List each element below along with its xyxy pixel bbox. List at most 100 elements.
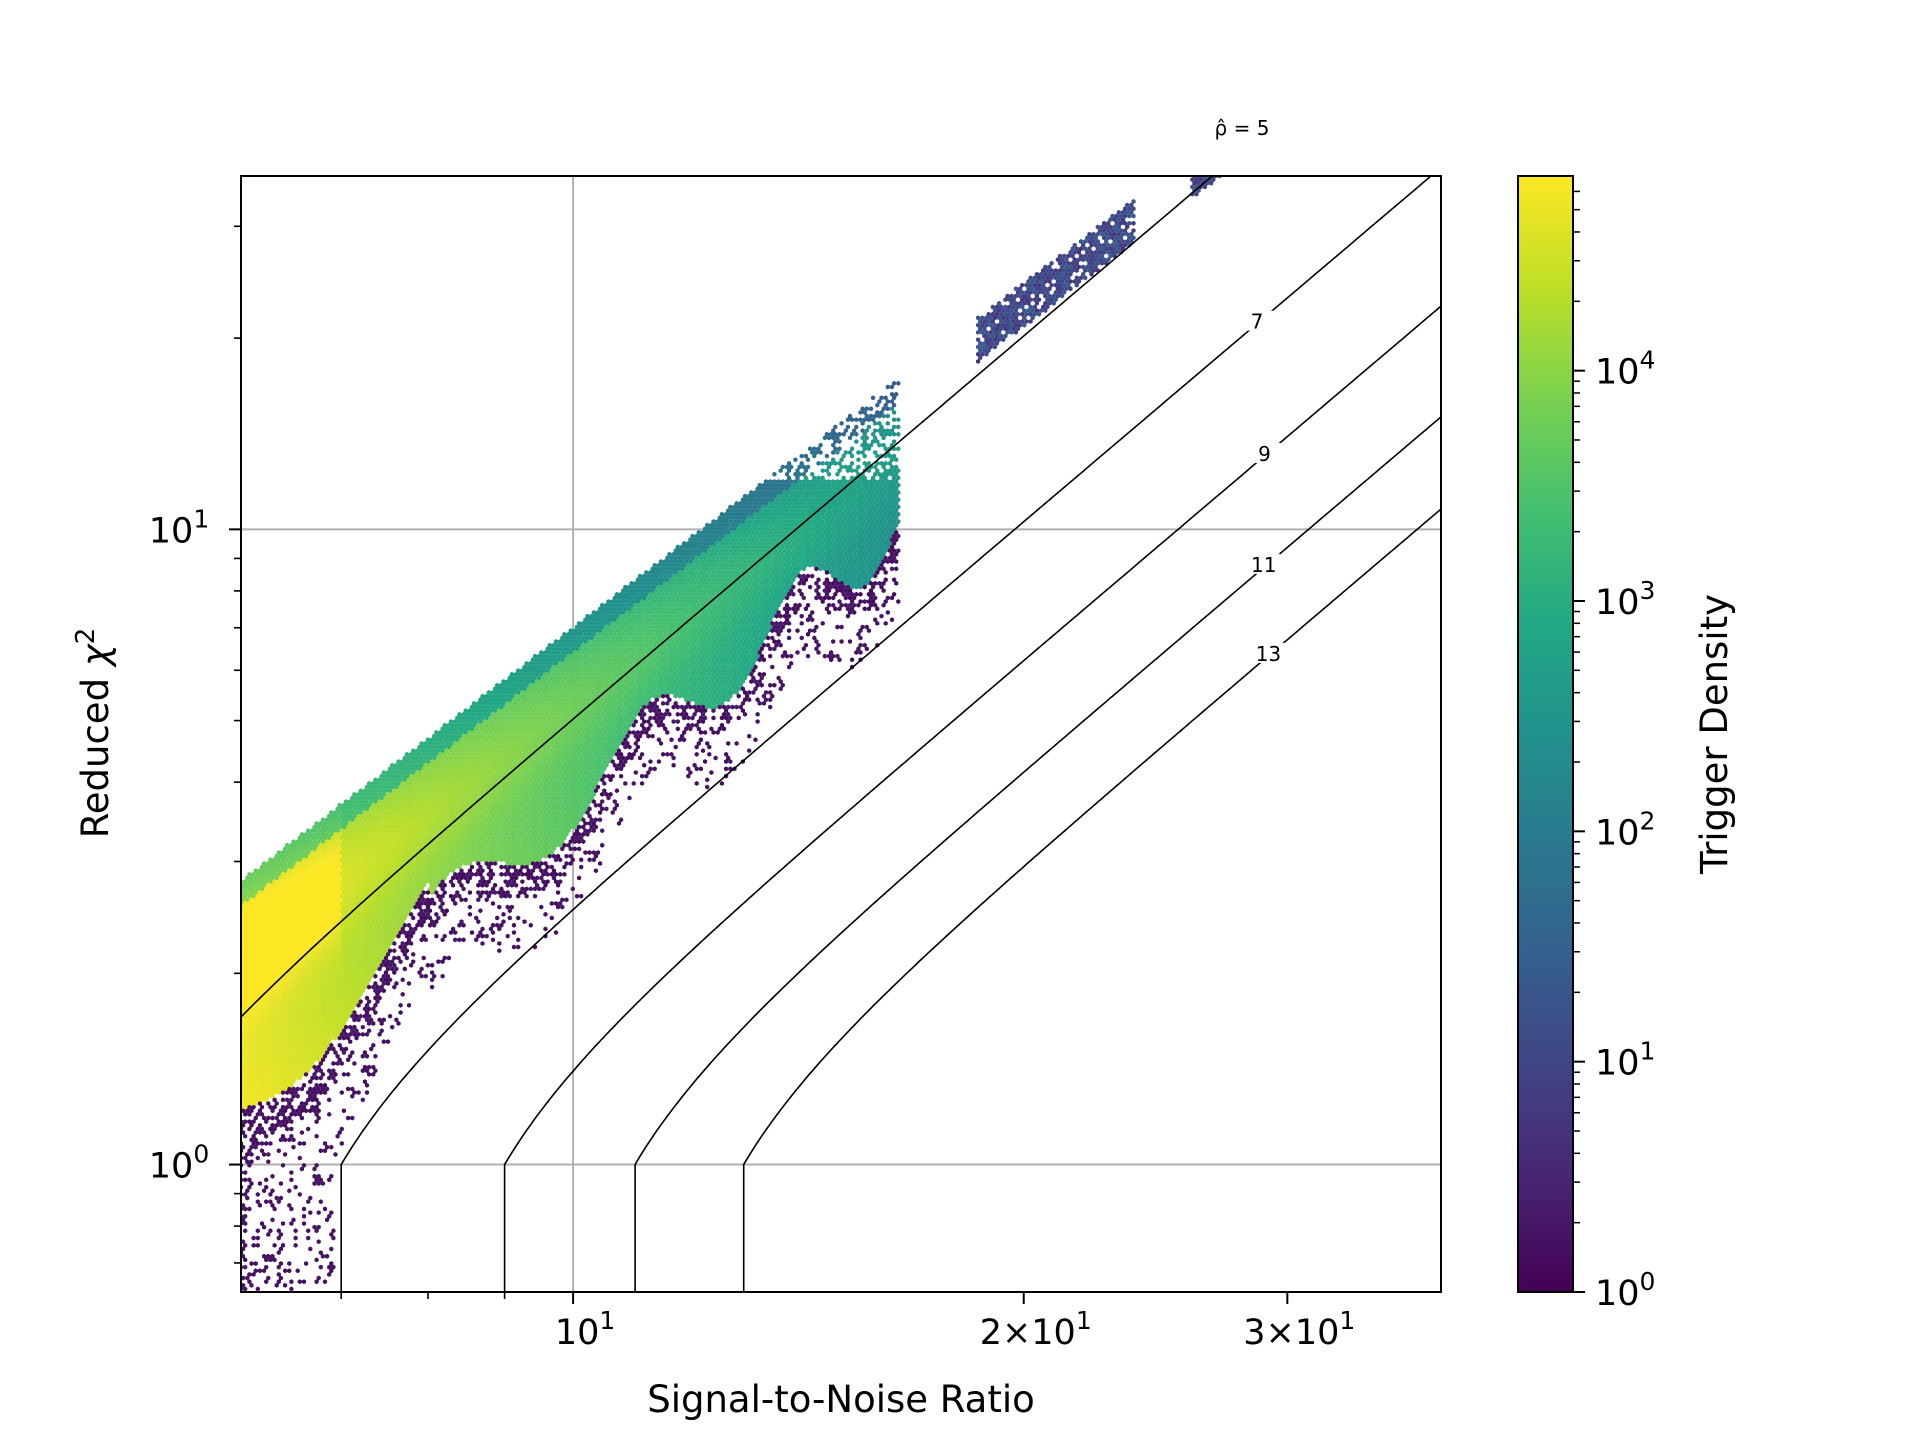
hexbin-group	[241, 875, 307, 1103]
hexbin-group	[990, 239, 1126, 346]
x-axis-label: Signal-to-Noise Ratio	[647, 1378, 1035, 1421]
hexbin-group	[715, 515, 748, 524]
hexbin-group	[679, 537, 722, 550]
colorbar-label: Trigger Density	[1693, 594, 1736, 875]
hexbin-group	[480, 730, 531, 830]
hexbin-group	[690, 530, 731, 539]
hexbin-group	[808, 442, 836, 452]
hexbin-group	[810, 446, 842, 455]
hexbin-group	[730, 522, 735, 528]
y-tick-label: 100	[149, 1140, 209, 1187]
hexbin-group	[793, 453, 829, 463]
hexbin-group	[755, 500, 760, 506]
hexbin-group	[379, 788, 458, 935]
contour-label-rho-9: 9	[1258, 442, 1271, 466]
hexbin-group	[1064, 257, 1071, 288]
x-tick-label: 101	[555, 1306, 615, 1353]
hexbin-group	[377, 893, 382, 899]
contour-rho-5	[241, 176, 1214, 1019]
hexbin-group	[247, 842, 340, 1099]
hexbin-group	[652, 559, 693, 568]
hexbin-group	[696, 526, 737, 535]
hexbin-group	[755, 482, 792, 492]
hexbin-group	[310, 853, 374, 1045]
hexbin-group	[728, 500, 769, 510]
hexbin-group	[997, 289, 1037, 306]
hexbin-group	[339, 828, 405, 1008]
y-tick-label: 101	[149, 504, 209, 551]
hexbin-group	[763, 475, 800, 484]
hexbin-group	[885, 384, 895, 390]
hexbin-group	[635, 573, 672, 583]
hexbin-group	[822, 431, 859, 441]
colorbar-ticks: 100 101 102 103 104	[1573, 190, 1655, 1314]
hexbin-group	[637, 570, 678, 579]
hexbin-group	[364, 799, 443, 961]
hexbin-group	[858, 410, 884, 415]
hexbin-group	[1085, 235, 1090, 241]
hexbin-group	[648, 566, 685, 575]
hexbin-group	[621, 588, 651, 594]
hexbin-group	[976, 231, 1132, 328]
hexbin-group	[713, 530, 798, 692]
hexbin-group	[526, 708, 531, 714]
colorbar-tick-label: 104	[1595, 346, 1655, 393]
hexbin-group	[335, 831, 399, 1015]
hexbin-group	[839, 417, 876, 426]
hexbin-group	[241, 893, 311, 1023]
colorbar-tick-label: 101	[1595, 1037, 1655, 1084]
hexbin-group	[574, 639, 653, 801]
hexbin-group	[348, 828, 407, 994]
hexbin-group	[833, 424, 859, 430]
hexbin-group	[356, 813, 424, 986]
y-axis-label-sup: 2	[71, 628, 101, 645]
hexbin-group	[268, 704, 567, 877]
hexbin-group	[984, 177, 1199, 343]
hexbin-group	[864, 413, 869, 419]
contour-rho-13	[742, 508, 1441, 1292]
colorbar-tick-label: 100	[1595, 1267, 1655, 1314]
hexbin-group	[249, 871, 323, 1099]
hexbin-group	[350, 933, 359, 961]
y-axis-label: Reduced χ2	[71, 628, 117, 839]
hexbin-group	[658, 555, 695, 564]
hexbin-group	[644, 570, 674, 575]
hexbin-group	[896, 380, 901, 386]
hexbin-group	[606, 595, 647, 604]
hexbin-group	[310, 861, 321, 870]
hexbin-group	[667, 548, 708, 557]
hexbin-group	[362, 806, 437, 965]
y-axis-label-text: Reduced	[74, 666, 117, 838]
hexbin-group	[331, 1075, 336, 1081]
hexbin-group	[658, 580, 664, 586]
contour-label-bg	[1247, 553, 1280, 574]
hexbin-group	[316, 850, 378, 1012]
hexbin-group	[787, 471, 806, 481]
contour-label-bg	[1248, 442, 1281, 463]
grid-lines	[241, 176, 1441, 1292]
hexbin-group	[789, 479, 794, 484]
hexbin-group	[480, 766, 487, 783]
hexbin-group	[413, 759, 493, 801]
hexbin-group	[816, 460, 821, 466]
hexbin-group	[1022, 308, 1031, 328]
hexbin-group	[327, 839, 391, 1026]
hexbin-group	[892, 380, 897, 386]
hexbin-group	[824, 428, 865, 437]
hexbin-group	[696, 653, 701, 659]
hexbin-group	[663, 573, 668, 579]
snr-contours	[241, 176, 1441, 1292]
hexbin-group	[1039, 286, 1044, 292]
x-axis-ticks: 101 2×101 3×101	[340, 1292, 1355, 1353]
hexbin-group	[241, 853, 342, 1019]
hexbin-group	[871, 395, 897, 401]
hexbin-group	[994, 177, 1195, 339]
contour-labels: ρ̂ = 5 7 9 11 13	[1215, 116, 1285, 666]
hexbin-group	[1051, 300, 1056, 306]
contour-rho-7	[340, 176, 1433, 1292]
hexbin-group	[999, 202, 1134, 313]
hexbin-group	[241, 708, 561, 892]
hexbin-group	[692, 533, 724, 543]
hexbin-group	[860, 402, 897, 412]
